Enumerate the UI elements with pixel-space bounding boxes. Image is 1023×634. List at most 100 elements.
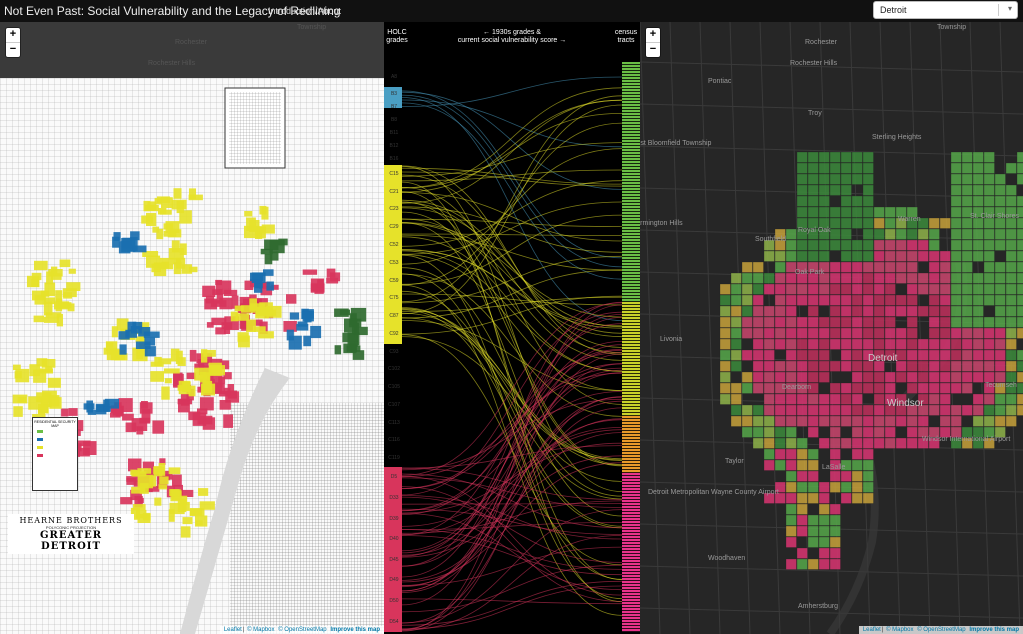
census-tract-bar <box>622 98 640 101</box>
place-label: Rochester Hills <box>790 60 838 67</box>
census-tract <box>774 228 786 240</box>
intro-about-link[interactable]: Introduction/About <box>268 6 342 16</box>
census-tract-bar <box>622 269 640 272</box>
census-tract <box>1016 305 1023 317</box>
census-tract <box>906 261 918 273</box>
place-label: Livonia <box>660 336 683 343</box>
census-tract-bar <box>622 182 640 185</box>
zoom-in-button[interactable]: + <box>6 28 20 43</box>
zoom-out-button[interactable]: − <box>9 43 17 55</box>
holc-area-c <box>234 305 244 312</box>
grade-label: C23 <box>389 206 399 213</box>
census-tract <box>785 426 797 438</box>
improve-map-link[interactable]: Improve this map <box>969 627 1019 633</box>
census-tract <box>829 393 841 405</box>
census-tract <box>873 415 885 427</box>
census-tract <box>785 503 797 515</box>
census-tract-bar <box>622 329 640 332</box>
census-tract <box>862 195 874 207</box>
holc-area-c <box>158 358 172 365</box>
census-tract <box>972 283 984 295</box>
leaflet-link[interactable]: Leaflet <box>862 627 881 633</box>
census-tract <box>972 206 984 218</box>
census-tract <box>785 536 797 548</box>
census-tract <box>818 316 830 328</box>
census-tract-bar <box>622 449 640 452</box>
census-tract-bar <box>622 272 640 275</box>
census-tract <box>961 360 973 372</box>
site-title: Not Even Past: Social Vulnerability and … <box>4 4 341 18</box>
holc-area-d <box>231 295 239 309</box>
holc-area-b <box>135 341 151 349</box>
flow-line <box>401 148 623 265</box>
leaflet-link[interactable]: Leaflet <box>223 627 242 633</box>
osm-link[interactable]: © OpenStreetMap <box>278 627 327 633</box>
census-tract <box>939 217 951 229</box>
mapbox-link[interactable]: © Mapbox <box>247 627 275 633</box>
census-tract <box>884 338 896 350</box>
census-tract <box>862 283 874 295</box>
census-tract <box>719 305 731 317</box>
census-tract <box>895 404 907 416</box>
census-tract-bar <box>622 488 640 491</box>
census-tract-bar <box>622 74 640 77</box>
holc-area-c <box>179 210 192 224</box>
mapbox-link[interactable]: © Mapbox <box>886 627 914 633</box>
census-tract <box>730 305 742 317</box>
grade-label: A8 <box>390 74 398 80</box>
census-tract-bar <box>622 371 640 374</box>
tract-choropleth <box>640 22 1023 634</box>
census-tract <box>961 382 973 394</box>
census-tract <box>851 217 863 229</box>
holc-header-line: HOLC <box>387 29 407 36</box>
grade-label: D50 <box>389 598 399 605</box>
census-tract <box>1005 382 1017 394</box>
city-select[interactable]: Detroit ▾ <box>873 1 1018 19</box>
zoom-in-button[interactable]: + <box>646 28 660 43</box>
census-tract <box>895 239 907 251</box>
census-tract <box>851 195 863 207</box>
census-tract-bar <box>622 593 640 596</box>
census-tract <box>840 459 852 471</box>
census-tract <box>917 283 929 295</box>
zoom-out-button[interactable]: − <box>649 43 657 55</box>
census-tract <box>818 283 830 295</box>
census-tract <box>785 437 797 449</box>
census-tract <box>840 283 852 295</box>
census-tract <box>785 327 797 339</box>
census-tract <box>719 294 731 306</box>
improve-map-link[interactable]: Improve this map <box>330 627 380 633</box>
flow-line <box>401 363 623 592</box>
holc-area-c <box>12 394 28 404</box>
census-tract <box>862 382 874 394</box>
holc-area-b <box>289 312 300 320</box>
census-tract <box>928 294 940 306</box>
census-tract <box>818 404 830 416</box>
census-tract-bar <box>622 485 640 488</box>
census-tract-bar <box>622 161 640 164</box>
census-tract <box>763 349 775 361</box>
flow-line <box>401 476 623 596</box>
census-tract-bar <box>622 104 640 107</box>
census-tract <box>796 448 808 460</box>
census-tract <box>950 184 962 196</box>
census-tract-bar <box>622 281 640 284</box>
social-vulnerability-map[interactable]: Township Rochester Rochester Hills Pontiac T… <box>640 22 1023 634</box>
census-tract <box>928 272 940 284</box>
census-tract <box>785 360 797 372</box>
census-tract <box>807 294 819 306</box>
census-tract <box>752 371 764 383</box>
census-tract-bar <box>622 389 640 392</box>
census-tract <box>983 162 995 174</box>
census-tract <box>796 547 808 559</box>
osm-link[interactable]: © OpenStreetMap <box>917 627 966 633</box>
flow-header-line: ← 1930s grades & <box>483 29 541 36</box>
holc-area-b <box>132 245 147 253</box>
historical-redlining-map[interactable]: Township Rochester Rochester Hills RESID… <box>0 22 384 634</box>
census-tract <box>928 338 940 350</box>
census-tract <box>928 250 940 262</box>
census-tract <box>895 228 907 240</box>
holc-area-c <box>41 359 56 368</box>
census-tract <box>829 283 841 295</box>
census-tract-bar <box>622 563 640 566</box>
